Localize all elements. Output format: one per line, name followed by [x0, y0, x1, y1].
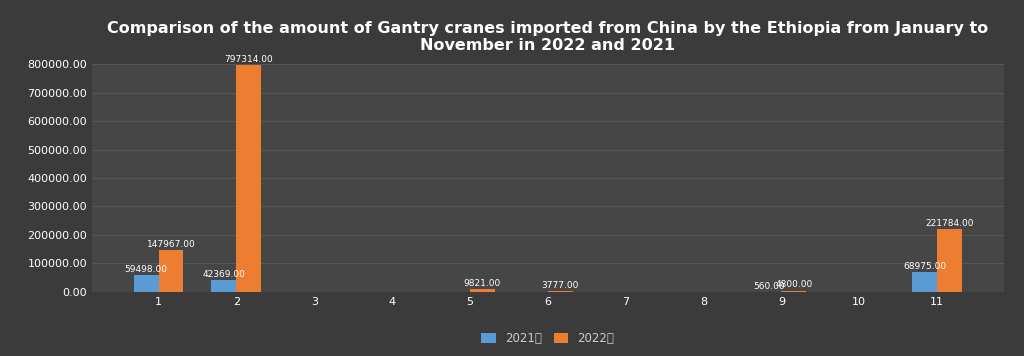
Bar [548, 291, 572, 292]
Bar [470, 289, 495, 292]
Text: 59498.00: 59498.00 [125, 265, 168, 274]
Bar [912, 272, 937, 292]
Bar [211, 280, 237, 292]
Text: 560.00: 560.00 [754, 282, 784, 290]
Text: 68975.00: 68975.00 [903, 262, 946, 271]
Bar [237, 65, 261, 292]
Text: 797314.00: 797314.00 [224, 55, 273, 64]
Text: 9821.00: 9821.00 [464, 279, 501, 288]
Title: Comparison of the amount of Gantry cranes imported from China by the Ethiopia fr: Comparison of the amount of Gantry crane… [108, 21, 988, 53]
Bar [937, 229, 963, 292]
Bar [781, 290, 806, 292]
Text: 4800.00: 4800.00 [775, 281, 812, 289]
Bar [133, 275, 159, 292]
Text: 3777.00: 3777.00 [542, 281, 579, 290]
Text: 221784.00: 221784.00 [926, 219, 974, 227]
Text: 147967.00: 147967.00 [146, 240, 196, 248]
Legend: 2021年, 2022年: 2021年, 2022年 [477, 328, 618, 350]
Bar [159, 250, 183, 292]
Text: 42369.00: 42369.00 [203, 270, 246, 279]
